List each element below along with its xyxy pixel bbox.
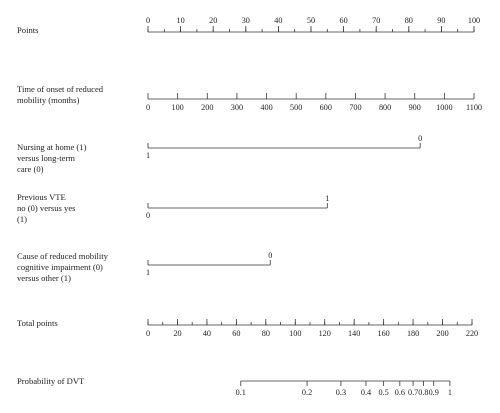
tick-label: 40	[203, 329, 211, 338]
segment-end-label: 1	[325, 194, 329, 203]
row-label: Points	[17, 25, 39, 35]
row-label: no (0) versus yes	[17, 203, 76, 213]
segment-start-label: 0	[146, 211, 150, 220]
tick-label: 700	[349, 103, 361, 112]
row-label: Previous VTE	[17, 192, 66, 202]
tick-label: 0.7	[408, 388, 418, 397]
row-label: care (0)	[17, 164, 44, 174]
row-label: mobility (months)	[17, 95, 79, 105]
tick-label: 0.9	[429, 388, 439, 397]
tick-label: 160	[377, 329, 389, 338]
tick-label: 0	[146, 329, 150, 338]
tick-label: 1	[448, 388, 452, 397]
tick-label: 70	[372, 16, 380, 25]
tick-label: 220	[466, 329, 478, 338]
tick-label: 60	[232, 329, 240, 338]
segment-start-label: 1	[146, 151, 150, 160]
row-label: Cause of reduced mobility	[17, 251, 109, 261]
tick-label: 0	[146, 103, 150, 112]
row-label: Probability of DVT	[17, 376, 85, 386]
tick-label: 600	[320, 103, 332, 112]
tick-label: 80	[262, 329, 270, 338]
tick-label: 800	[379, 103, 391, 112]
tick-label: 0	[146, 16, 150, 25]
row-label: versus long-term	[17, 153, 75, 163]
tick-label: 30	[242, 16, 250, 25]
segment-start-label: 1	[146, 268, 150, 277]
tick-label: 0.5	[379, 388, 389, 397]
tick-label: 500	[290, 103, 302, 112]
tick-label: 200	[201, 103, 213, 112]
tick-label: 0.1	[236, 388, 246, 397]
tick-label: 80	[405, 16, 413, 25]
row-label: versus other (1)	[17, 273, 71, 283]
row-label: Nursing at home (1)	[17, 142, 87, 152]
tick-label: 0.2	[302, 388, 312, 397]
tick-label: 400	[260, 103, 272, 112]
row-label: cognitive impairment (0)	[17, 262, 103, 272]
tick-label: 100	[171, 103, 183, 112]
tick-label: 90	[437, 16, 445, 25]
segment-end-label: 0	[268, 251, 272, 260]
tick-label: 0.6	[395, 388, 405, 397]
tick-label: 0.3	[336, 388, 346, 397]
row-label: (1)	[17, 214, 27, 224]
tick-label: 100	[289, 329, 301, 338]
tick-label: 10	[177, 16, 185, 25]
tick-label: 0.4	[361, 388, 371, 397]
tick-label: 100	[468, 16, 480, 25]
tick-label: 20	[209, 16, 217, 25]
tick-label: 20	[173, 329, 181, 338]
tick-label: 900	[409, 103, 421, 112]
tick-label: 180	[407, 329, 419, 338]
segment-end-label: 0	[418, 134, 422, 143]
tick-label: 300	[231, 103, 243, 112]
tick-label: 140	[348, 329, 360, 338]
tick-label: 40	[274, 16, 282, 25]
tick-label: 1000	[436, 103, 452, 112]
tick-label: 200	[436, 329, 448, 338]
tick-label: 120	[319, 329, 331, 338]
row-label: Total points	[17, 318, 58, 328]
row-label: Time of onset of reduced	[17, 84, 104, 94]
tick-label: 1100	[466, 103, 482, 112]
tick-label: 50	[307, 16, 315, 25]
tick-label: 60	[340, 16, 348, 25]
tick-label: 0.8	[418, 388, 428, 397]
